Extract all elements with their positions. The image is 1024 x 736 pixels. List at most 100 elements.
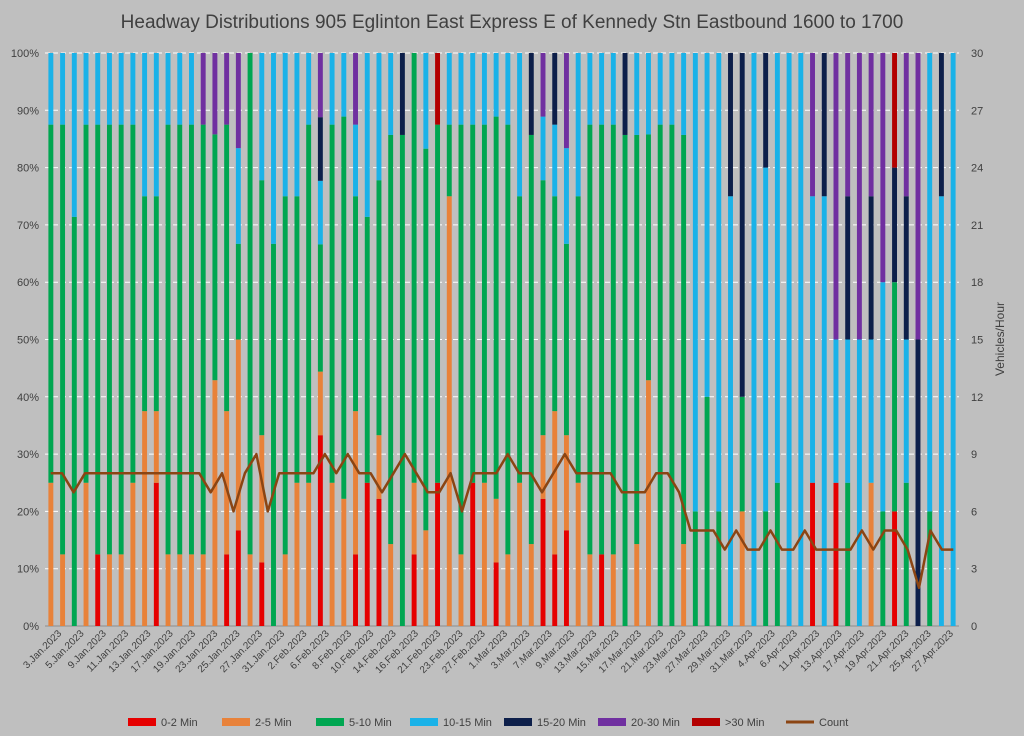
bar-segment-3 <box>235 148 241 244</box>
bar-segment-3 <box>610 53 616 125</box>
bar-segment-1 <box>540 435 546 499</box>
bar-segment-0 <box>224 554 230 626</box>
bar-segment-3 <box>446 53 452 125</box>
bar-segment-1 <box>575 482 581 626</box>
bar-segment-2 <box>763 511 769 626</box>
bar-segment-3 <box>505 53 511 125</box>
bar-segment-2 <box>329 124 335 483</box>
bar-segment-5 <box>200 53 206 125</box>
bar-segment-1 <box>165 554 171 626</box>
bar-segment-0 <box>563 530 569 626</box>
y-left-tick-label: 100% <box>11 48 39 60</box>
bar-segment-3 <box>177 53 183 125</box>
bar-segment-5 <box>833 53 839 340</box>
bar-segment-5 <box>224 53 230 125</box>
bar-segment-4 <box>821 53 827 197</box>
bar-segment-0 <box>470 482 476 626</box>
bar-segment-1 <box>552 411 558 555</box>
bar-segment-2 <box>540 180 546 436</box>
bar-segment-2 <box>48 124 54 483</box>
bar-segment-3 <box>271 53 276 244</box>
bar-segment-3 <box>810 196 815 483</box>
bar-segment-2 <box>376 180 382 436</box>
bar-segment-2 <box>364 216 370 483</box>
bar-segment-3 <box>95 53 101 125</box>
bar-segment-5 <box>563 53 569 149</box>
bar-segment-2 <box>224 124 230 412</box>
bar-segment-1 <box>60 554 66 626</box>
bar-segment-3 <box>470 53 476 125</box>
legend-label: 0-2 Min <box>161 717 198 729</box>
count-line-path <box>50 452 954 590</box>
bar-segment-2 <box>294 196 300 483</box>
bar-segment-3 <box>704 53 710 397</box>
bar-segment-3 <box>153 53 159 197</box>
bar-segment-3 <box>833 339 839 483</box>
bar-segment-3 <box>189 53 194 125</box>
bar-segment-3 <box>517 53 523 197</box>
bar-segment-4 <box>868 196 874 340</box>
bar-segment-2 <box>669 124 675 626</box>
y-right-axis-label: Vehicles/Hour <box>993 302 1007 376</box>
bar-segment-1 <box>177 554 183 626</box>
bar-segment-3 <box>540 116 546 181</box>
y-left-tick-label: 20% <box>17 506 39 518</box>
bar-segment-5 <box>880 53 886 283</box>
bar-segment-3 <box>60 53 66 125</box>
bar-segment-2 <box>716 511 722 626</box>
bar-segment-0 <box>833 482 839 626</box>
bar-segment-3 <box>118 53 124 125</box>
bar-segment-1 <box>610 554 616 626</box>
bar-segment-2 <box>212 134 218 381</box>
y-right-tick-label: 0 <box>971 621 977 633</box>
bar-segment-5 <box>353 53 358 125</box>
bar-segment-0 <box>552 554 558 626</box>
bar-segment-2 <box>774 482 780 626</box>
bar-segment-2 <box>622 134 628 626</box>
bar-segment-2 <box>153 196 159 412</box>
bar-segment-1 <box>48 482 54 626</box>
bar-segment-2 <box>95 124 101 555</box>
bar-segment-3 <box>774 53 780 483</box>
y-right-tick-label: 21 <box>971 220 983 232</box>
bar-segment-1 <box>341 498 347 626</box>
legend-swatch <box>504 718 532 726</box>
bar-segment-0 <box>364 482 370 626</box>
bar-segment-6 <box>435 53 441 125</box>
bar-segment-3 <box>329 53 335 125</box>
bar-segment-4 <box>845 196 851 340</box>
bar-segment-1 <box>634 544 640 626</box>
bar-segment-1 <box>200 554 206 626</box>
bar-segment-2 <box>880 511 886 626</box>
bar-segment-0 <box>493 562 499 626</box>
bar-segment-2 <box>259 180 265 436</box>
bar-segment-1 <box>528 544 534 626</box>
bar-segment-1 <box>118 554 124 626</box>
bar-segment-1 <box>458 554 464 626</box>
bar-segment-0 <box>540 498 546 626</box>
bar-segment-3 <box>669 53 675 125</box>
bar-segment-0 <box>892 511 898 626</box>
bar-segment-2 <box>200 124 206 555</box>
bar-segment-1 <box>153 411 159 483</box>
bar-segment-3 <box>587 53 593 125</box>
bar-segment-1 <box>212 380 218 626</box>
bar-segment-3 <box>83 53 89 125</box>
bar-segment-2 <box>142 196 148 412</box>
bar-segment-4 <box>915 339 921 626</box>
bar-segment-3 <box>599 53 605 125</box>
bar-segment-3 <box>763 167 769 512</box>
bar-segment-3 <box>306 53 312 125</box>
bar-segment-5 <box>212 53 218 135</box>
bar-segment-1 <box>189 554 194 626</box>
bar-segment-2 <box>845 482 851 626</box>
bar-segment-3 <box>798 53 804 626</box>
bar-segment-1 <box>235 339 241 531</box>
bar-segment-3 <box>388 53 394 135</box>
bar-segment-3 <box>142 53 148 197</box>
bar-segment-3 <box>950 53 956 626</box>
bar-segment-3 <box>634 53 640 135</box>
y-left-tick-label: 70% <box>17 220 39 232</box>
